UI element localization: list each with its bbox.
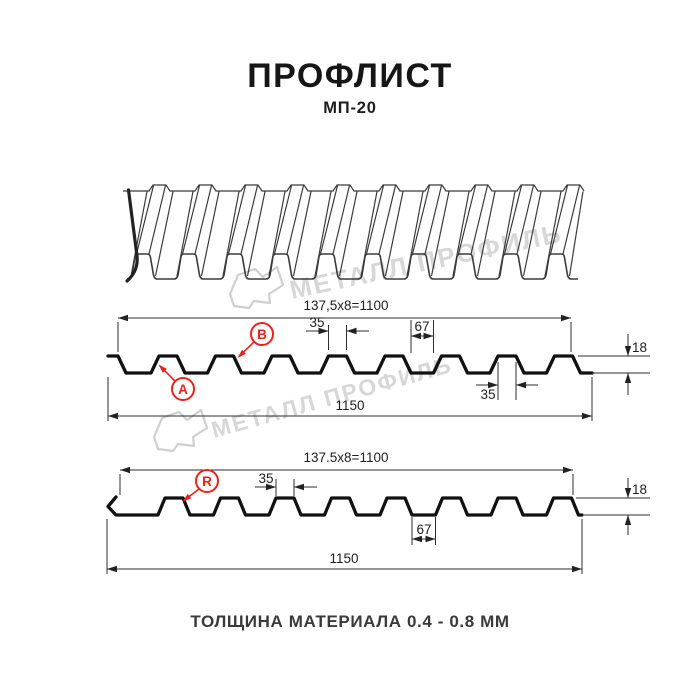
brand-watermark-text: МЕТАЛЛ ПРОФИЛЬ (287, 218, 565, 305)
dim-total-width-section1: 1150 (335, 398, 364, 413)
profile-3d-view (123, 184, 585, 283)
dim-pitch-section1: 137,5x8=1100 (304, 298, 389, 313)
brand-watermark-text: МЕТАЛЛ ПРОФИЛЬ (208, 351, 455, 443)
dim-total-width-section2: 1150 (329, 551, 358, 566)
dim-crest-top-section1: 35 (309, 315, 324, 330)
label-b: B (237, 322, 274, 358)
dim-crest-bottom-section1: 35 (480, 387, 495, 402)
profile-cross-section-r (106, 495, 584, 517)
label-r: R (182, 469, 219, 502)
dim-height-section1: 18 (632, 340, 647, 355)
profile-cross-section-ab (106, 354, 594, 375)
dim-pitch-section2: 137.5x8=1100 (304, 450, 389, 465)
dim-valley-section2: 67 (416, 522, 431, 537)
label-r-letter: R (202, 474, 212, 489)
dimension-lines (106, 314, 650, 574)
product-model: МП-20 (323, 99, 377, 117)
label-a: A (158, 364, 195, 401)
page-title: ПРОФЛИСТ (247, 57, 453, 95)
label-b-letter: B (257, 327, 267, 342)
brand-logo-watermark (152, 408, 209, 453)
dim-valley-section1: 67 (414, 319, 429, 334)
dim-crest-section2: 35 (258, 471, 273, 486)
material-thickness-note: ТОЛЩИНА МАТЕРИАЛА 0.4 - 0.8 ММ (190, 612, 510, 631)
label-a-letter: A (178, 382, 188, 397)
brand-logo-watermark (228, 265, 285, 310)
dim-height-section2: 18 (632, 482, 647, 497)
